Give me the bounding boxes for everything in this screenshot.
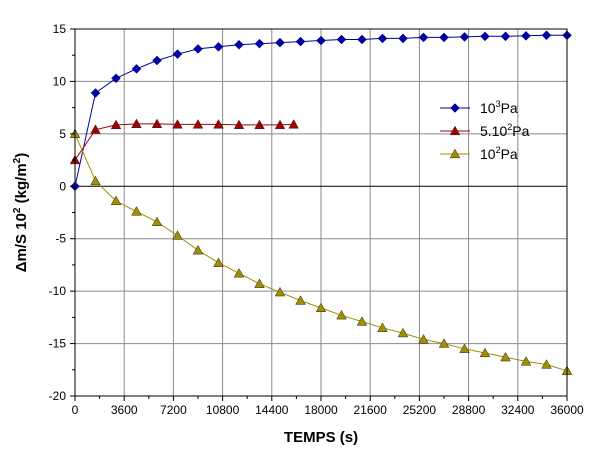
data-point bbox=[541, 359, 552, 369]
data-point bbox=[357, 34, 367, 45]
data-point bbox=[418, 32, 429, 43]
data-point bbox=[131, 118, 142, 128]
x-tick-label: 25200 bbox=[403, 403, 437, 417]
data-point bbox=[254, 278, 265, 288]
data-point bbox=[274, 286, 286, 297]
tick-labels: 0 3600 7200 10800 14400 18000 21600 25200 28800 3… bbox=[49, 22, 584, 417]
legend-label: 102Pa bbox=[480, 145, 518, 162]
legend-marker bbox=[449, 125, 461, 136]
data-point bbox=[397, 327, 409, 338]
y-tick-label: -15 bbox=[49, 337, 67, 351]
data-point bbox=[275, 37, 285, 48]
data-point bbox=[500, 31, 511, 42]
data-point bbox=[295, 295, 306, 305]
data-point bbox=[520, 356, 532, 366]
x-tick-label: 18000 bbox=[304, 403, 338, 417]
y-tick-label: 0 bbox=[59, 179, 66, 193]
y-tick-label: -5 bbox=[55, 232, 66, 246]
x-tick-label: 28800 bbox=[452, 403, 486, 417]
data-point bbox=[418, 334, 429, 344]
data-point bbox=[172, 49, 183, 60]
legend-label: 5.102Pa bbox=[480, 122, 530, 139]
data-point bbox=[233, 268, 245, 278]
y-tick-label: -20 bbox=[49, 389, 67, 403]
x-tick-label: 0 bbox=[72, 403, 79, 417]
x-tick-label: 32400 bbox=[501, 403, 535, 417]
data-point bbox=[336, 34, 347, 45]
y-tick-label: -10 bbox=[49, 284, 67, 298]
data-point bbox=[316, 35, 326, 46]
data-point bbox=[192, 244, 204, 255]
x-tick-label: 36000 bbox=[550, 403, 584, 417]
y-axis-title: Δm/S 102 (kg/m2) bbox=[12, 153, 30, 272]
legend: 103Pa 5.102Pa 102Pa bbox=[440, 99, 530, 162]
grid bbox=[75, 29, 567, 396]
data-point bbox=[111, 73, 121, 84]
data-point bbox=[398, 33, 408, 44]
data-point bbox=[336, 309, 347, 320]
data-point bbox=[479, 347, 491, 358]
data-point bbox=[356, 316, 368, 326]
data-point bbox=[131, 206, 142, 216]
data-point bbox=[152, 55, 162, 66]
data-point bbox=[274, 119, 286, 130]
data-point bbox=[234, 39, 244, 50]
data-point bbox=[500, 351, 511, 362]
legend-marker bbox=[449, 148, 461, 159]
y-tick-label: 15 bbox=[53, 22, 67, 36]
data-point bbox=[254, 119, 265, 130]
data-point bbox=[213, 257, 224, 267]
legend-label: 103Pa bbox=[480, 99, 518, 116]
series-layer bbox=[69, 30, 573, 375]
data-point bbox=[521, 30, 531, 41]
x-axis-title: TEMPS (s) bbox=[284, 429, 358, 446]
series-1 bbox=[70, 30, 572, 192]
legend-marker bbox=[450, 103, 460, 113]
series-line bbox=[74, 123, 294, 161]
data-point bbox=[377, 322, 388, 332]
data-point bbox=[172, 230, 183, 240]
data-point bbox=[459, 343, 470, 353]
x-tick-label: 21600 bbox=[354, 403, 388, 417]
x-tick-label: 14400 bbox=[255, 403, 289, 417]
series-3 bbox=[69, 128, 573, 375]
x-tick-label: 3600 bbox=[111, 403, 138, 417]
data-point bbox=[151, 118, 163, 128]
data-point bbox=[459, 32, 470, 42]
data-point bbox=[377, 33, 388, 44]
data-point bbox=[295, 36, 306, 47]
data-point bbox=[131, 63, 142, 74]
data-point bbox=[480, 31, 490, 42]
data-point bbox=[193, 44, 203, 54]
data-point bbox=[438, 338, 450, 348]
data-point bbox=[288, 119, 299, 129]
x-tick-label: 7200 bbox=[160, 403, 187, 417]
x-tick-label: 10800 bbox=[206, 403, 240, 417]
y-tick-label: 10 bbox=[53, 74, 67, 88]
data-point bbox=[151, 216, 163, 227]
data-point bbox=[254, 38, 265, 49]
data-point bbox=[233, 119, 245, 130]
data-point bbox=[213, 119, 224, 129]
data-point bbox=[213, 41, 224, 52]
data-point bbox=[172, 119, 183, 129]
series-2 bbox=[69, 118, 299, 165]
data-point bbox=[192, 119, 204, 129]
y-tick-label: 5 bbox=[59, 127, 66, 141]
data-point bbox=[90, 124, 101, 134]
data-point bbox=[315, 302, 327, 313]
data-point bbox=[110, 119, 122, 130]
data-point bbox=[439, 32, 449, 43]
data-point bbox=[110, 195, 122, 206]
ticks bbox=[70, 28, 568, 401]
data-point bbox=[90, 88, 101, 98]
data-point bbox=[541, 30, 552, 41]
data-point bbox=[90, 175, 101, 186]
